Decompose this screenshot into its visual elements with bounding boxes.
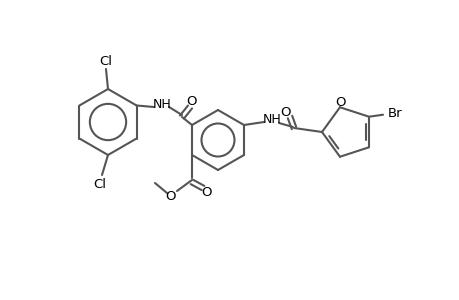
Text: O: O [186, 94, 197, 107]
Text: Cl: Cl [99, 55, 112, 68]
Text: O: O [165, 190, 176, 202]
Text: O: O [335, 96, 346, 109]
Text: NH: NH [262, 112, 281, 125]
Text: Cl: Cl [93, 178, 106, 190]
Text: NH: NH [152, 98, 171, 110]
Text: O: O [280, 106, 291, 118]
Text: Br: Br [387, 107, 402, 120]
Text: O: O [202, 185, 212, 199]
